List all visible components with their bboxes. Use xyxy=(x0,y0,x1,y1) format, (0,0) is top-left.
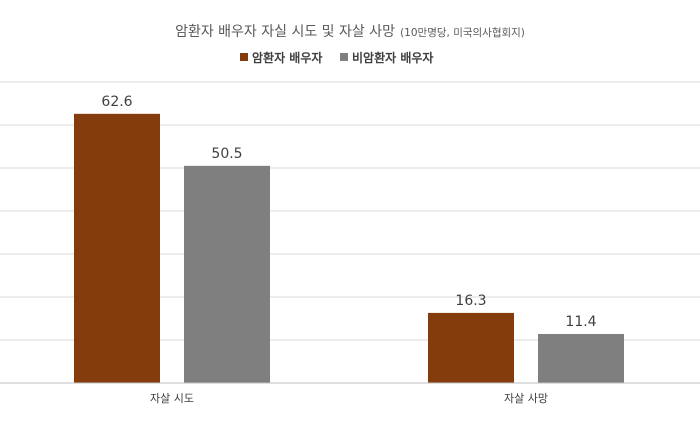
data-label-suicide-death-cancer-spouse: 16.3 xyxy=(455,293,486,309)
chart-title-group: 암환자 배우자 자실 시도 및 자살 사망 (10만명당, 미국의사협회지) xyxy=(175,21,525,40)
bar-suicide-attempt-non-cancer-spouse xyxy=(184,165,270,383)
legend-label-cancer-spouse: 암환자 배우자 xyxy=(252,50,322,65)
category-label-suicide-death: 자살 사망 xyxy=(504,392,548,405)
chart-legend: 암환자 배우자 비암환자 배우자 xyxy=(240,50,433,65)
chart-title-note: (10만명당, 미국의사협회지) xyxy=(400,26,525,39)
data-label-suicide-attempt-non-cancer-spouse: 50.5 xyxy=(211,146,242,162)
legend-item: 비암환자 배우자 xyxy=(340,50,433,65)
category-label-suicide-attempt: 자살 시도 xyxy=(150,392,194,405)
bar-suicide-attempt-cancer-spouse xyxy=(74,113,160,383)
data-labels: 62.6 50.5 16.3 11.4 xyxy=(101,94,596,330)
bar-group xyxy=(74,113,624,383)
legend-swatch-non-cancer-spouse xyxy=(340,53,348,61)
legend-item: 암환자 배우자 xyxy=(240,50,322,65)
chart-title: 암환자 배우자 자실 시도 및 자살 사망 xyxy=(175,24,395,40)
legend-label-non-cancer-spouse: 비암환자 배우자 xyxy=(352,50,433,65)
bar-suicide-death-cancer-spouse xyxy=(428,312,514,383)
data-label-suicide-attempt-cancer-spouse: 62.6 xyxy=(101,94,132,110)
bar-suicide-death-non-cancer-spouse xyxy=(538,333,624,383)
data-label-suicide-death-non-cancer-spouse: 11.4 xyxy=(565,314,596,330)
legend-swatch-cancer-spouse xyxy=(240,53,248,61)
